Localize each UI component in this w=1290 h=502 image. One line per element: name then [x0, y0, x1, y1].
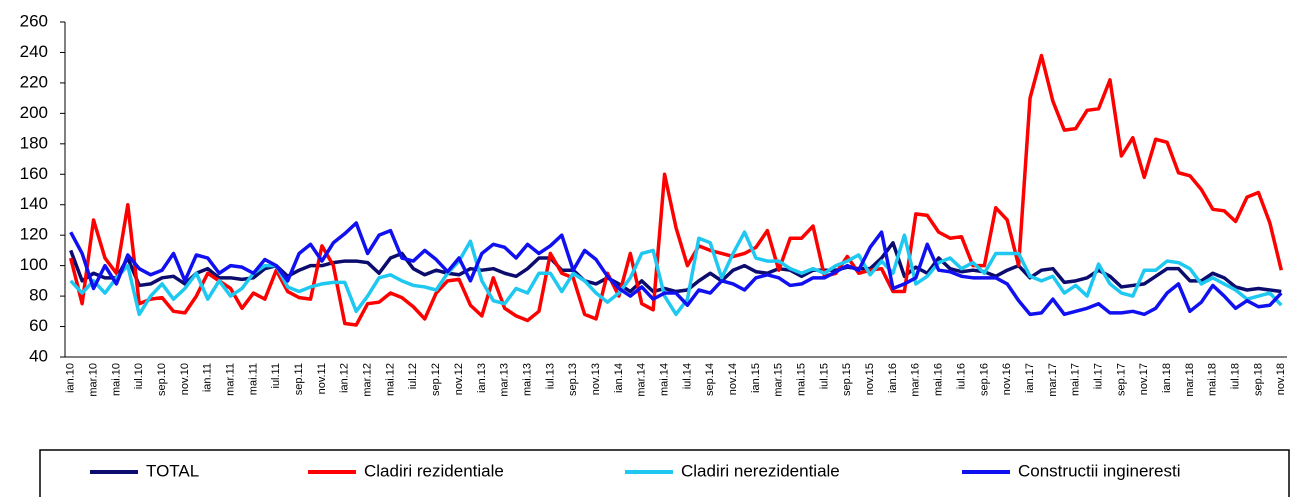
x-tick-label: iul.14	[681, 363, 693, 389]
x-tick-label: sep.11	[293, 363, 305, 395]
x-tick-label: nov.14	[727, 363, 739, 395]
x-tick-label: nov.10	[179, 363, 191, 395]
x-tick-label: mai.18	[1207, 363, 1219, 396]
y-tick-label: 200	[20, 103, 48, 122]
x-tick-label: nov.15	[864, 363, 876, 395]
series-line	[69, 221, 1283, 317]
x-tick-label: mai.14	[658, 363, 670, 396]
y-tick-label: 260	[20, 11, 48, 30]
x-tick-label: ian.12	[339, 363, 351, 393]
x-tick-label: mar.12	[362, 363, 374, 397]
y-tick-label: 220	[20, 72, 48, 91]
x-tick-label: sep.17	[1115, 363, 1127, 396]
series-line	[69, 230, 1283, 317]
x-tick-label: sep.13	[567, 363, 579, 396]
y-tick-label: 80	[29, 286, 48, 305]
x-tick-label: ian.11	[202, 363, 214, 392]
x-tick-label: sep.10	[156, 363, 168, 396]
y-tick-label: 40	[29, 346, 48, 365]
x-tick-label: nov.18	[1275, 363, 1287, 395]
x-tick-label: sep.15	[841, 363, 853, 396]
x-tick-label: iul.13	[544, 363, 556, 389]
legend-label: TOTAL	[146, 461, 199, 480]
x-tick-label: ian.18	[1161, 363, 1173, 393]
legend-box	[39, 449, 1290, 502]
x-tick-label: nov.13	[590, 363, 602, 395]
x-tick-label: mai.12	[384, 363, 396, 396]
x-tick-label: nov.12	[453, 363, 465, 395]
x-tick-label: iul.18	[1230, 363, 1242, 389]
x-tick-label: ian.15	[750, 363, 762, 393]
x-tick-label: nov.16	[1001, 363, 1013, 395]
x-tick-label: ian.17	[1024, 363, 1036, 393]
y-tick-label: 120	[20, 225, 48, 244]
x-tick-label: iul.11	[270, 363, 282, 388]
x-tick-label: mai.15	[796, 363, 808, 396]
x-tick-label: sep.14	[704, 363, 716, 396]
legend: TOTAL Cladiri rezidentiale Cladiri nerezid…	[90, 461, 1181, 480]
x-tick-label: sep.18	[1252, 363, 1264, 396]
x-tick-label: ian.16	[887, 363, 899, 393]
x-tick-label: sep.12	[430, 363, 442, 396]
x-tick-label: iul.16	[955, 363, 967, 389]
x-tick-label: mar.11	[225, 363, 237, 396]
x-tick-label: mar.13	[499, 363, 511, 397]
legend-label: Cladiri rezidentiale	[364, 461, 504, 480]
x-tick-label: ian.13	[476, 363, 488, 393]
x-tick-label: mai.13	[521, 363, 533, 396]
x-tick-label: nov.11	[316, 363, 328, 394]
y-tick-label: 180	[20, 133, 48, 152]
y-tick-label: 160	[20, 164, 48, 183]
x-tick-label: mar.14	[636, 363, 648, 397]
x-tick-label: ian.14	[613, 363, 625, 393]
x-tick-label: mai.16	[933, 363, 945, 396]
x-tick-label: mai.10	[110, 363, 122, 396]
x-tick-label: mar.18	[1184, 363, 1196, 397]
y-tick-label: 240	[20, 42, 48, 61]
x-tick-label: mar.16	[910, 363, 922, 397]
x-tick-label: iul.12	[407, 363, 419, 389]
x-tick-label: mar.10	[87, 363, 99, 397]
x-tick-label: iul.17	[1092, 363, 1104, 389]
series-line	[69, 53, 1283, 327]
x-tick-label: nov.17	[1138, 363, 1150, 395]
y-tick-label: 140	[20, 194, 48, 213]
x-tick-label: mar.17	[1047, 363, 1059, 397]
x-tick-label: iul.15	[818, 363, 830, 389]
y-tick-label: 60	[29, 316, 48, 335]
legend-label: Constructii ingineresti	[1018, 461, 1181, 480]
x-tick-label: mar.15	[773, 363, 785, 397]
x-tick-label: iul.10	[133, 363, 145, 389]
legend-label: Cladiri nerezidentiale	[681, 461, 840, 480]
x-tick-label: ian.10	[65, 363, 77, 393]
y-tick-label: 100	[20, 255, 48, 274]
x-tick-label: mai.11	[247, 363, 259, 395]
x-tick-label: sep.16	[978, 363, 990, 396]
x-tick-label: mai.17	[1070, 363, 1082, 396]
